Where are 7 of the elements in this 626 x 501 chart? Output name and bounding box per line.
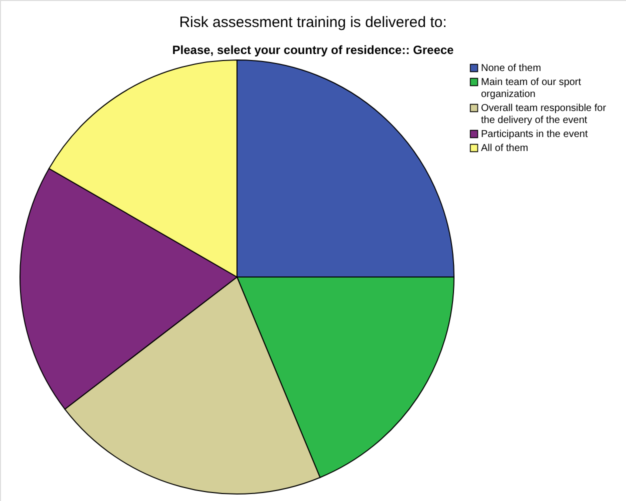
legend-label: All of them (481, 143, 528, 154)
legend-label: None of them (481, 63, 542, 74)
chart-subtitle: Please, select your country of residence:: Greece (172, 43, 454, 57)
legend-label: Participants in the event (481, 129, 588, 140)
chart-title: Risk assessment training is delivered to: (179, 14, 447, 31)
legend-label: Overall team responsible for the delivery of the event (481, 103, 607, 126)
legend-label: Main team of our sport organization (481, 77, 582, 100)
